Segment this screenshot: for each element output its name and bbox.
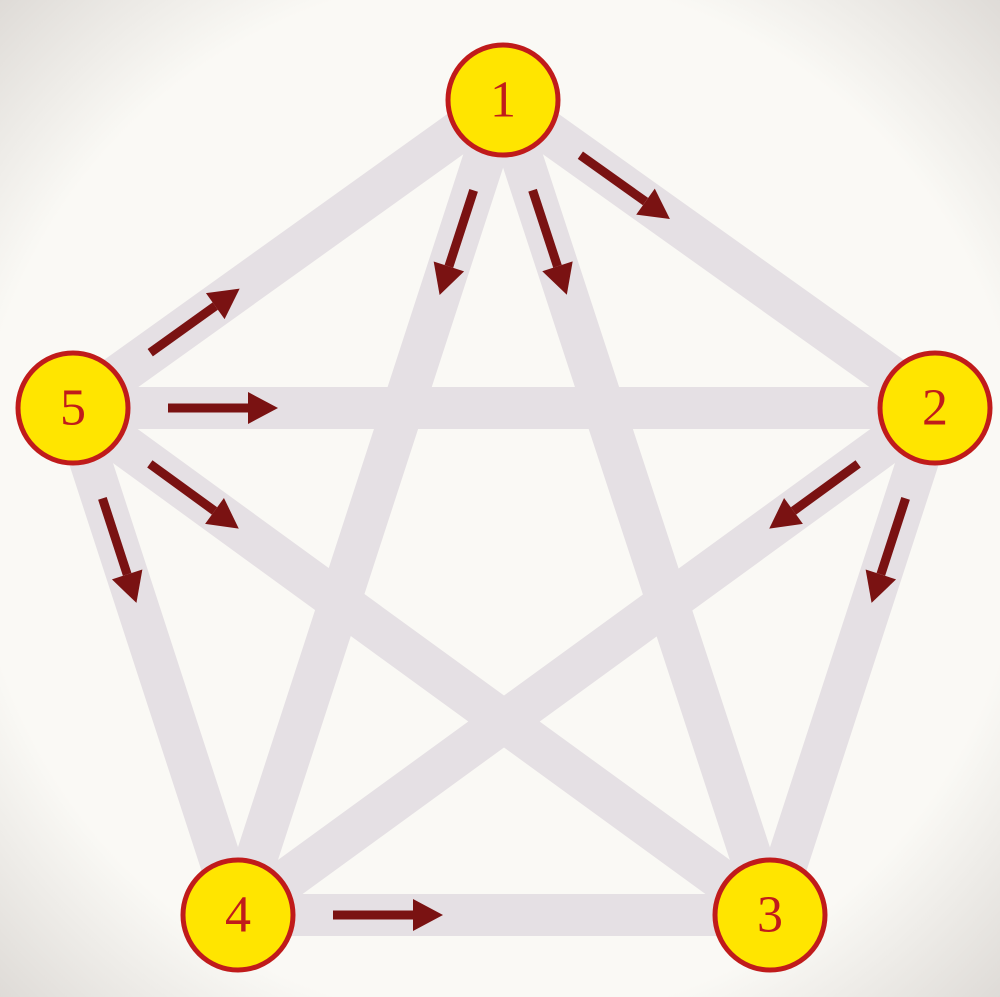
node-1: 1 [448, 45, 558, 155]
directed-graph-diagram: 1 2 3 4 5 [0, 0, 1000, 997]
node-label-2: 2 [922, 380, 948, 437]
node-label-5: 5 [60, 380, 86, 437]
node-2: 2 [880, 353, 990, 463]
node-label-4: 4 [225, 887, 251, 944]
node-label-1: 1 [490, 72, 516, 129]
node-4: 4 [183, 860, 293, 970]
node-5: 5 [18, 353, 128, 463]
node-label-3: 3 [757, 887, 783, 944]
node-3: 3 [715, 860, 825, 970]
